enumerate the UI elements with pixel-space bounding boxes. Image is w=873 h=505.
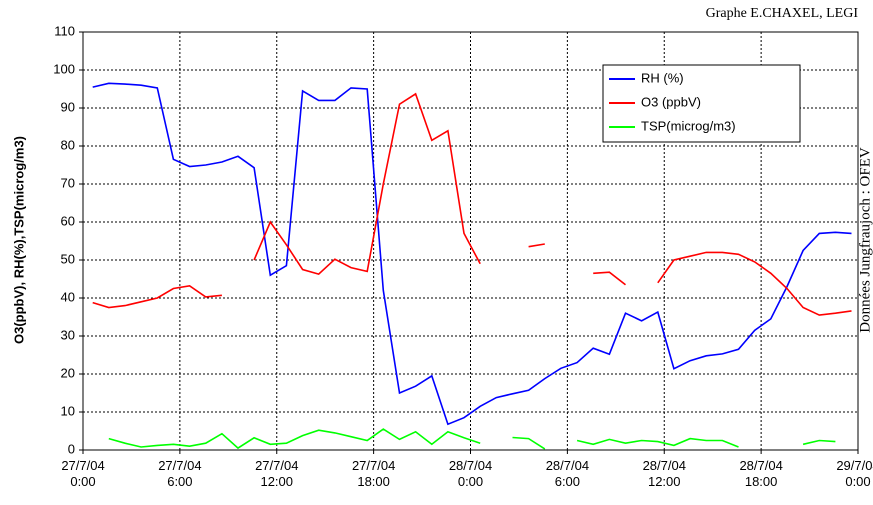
y-tick-label: 100 bbox=[53, 61, 75, 76]
series-line bbox=[92, 82, 852, 426]
y-tick-label: 80 bbox=[61, 137, 75, 152]
y-tick-label: 30 bbox=[61, 327, 75, 342]
x-tick-label: 27/7/04 0:00 bbox=[61, 458, 105, 489]
credit: Graphe E.CHAXEL, LEGI bbox=[706, 6, 859, 21]
x-tick-label: 27/7/04 12:00 bbox=[255, 458, 299, 489]
x-tick-label: 29/7/04 0:00 bbox=[836, 458, 873, 489]
y-tick-label: 40 bbox=[61, 289, 75, 304]
source: Données Jungfraujoch : OFEV bbox=[857, 147, 873, 333]
x-tick-label: 28/7/04 18:00 bbox=[739, 458, 783, 489]
series-line bbox=[92, 92, 852, 316]
y-tick-label: 70 bbox=[61, 175, 75, 190]
x-tick-label: 28/7/04 12:00 bbox=[642, 458, 686, 489]
y-axis-label: O3(ppbV), RH(%),TSP(microg/m3) bbox=[11, 136, 26, 344]
y-tick-label: 60 bbox=[61, 213, 75, 228]
plot-border bbox=[82, 31, 859, 451]
legend-label: TSP(microg/m3) bbox=[641, 118, 736, 133]
legend-box bbox=[602, 64, 801, 143]
y-tick-label: 10 bbox=[61, 403, 75, 418]
legend-label: RH (%) bbox=[641, 70, 684, 85]
y-tick-label: 50 bbox=[61, 251, 75, 266]
x-tick-label: 28/7/04 6:00 bbox=[545, 458, 590, 489]
x-tick-label: 27/7/04 6:00 bbox=[158, 458, 202, 489]
y-tick-label: 20 bbox=[61, 365, 75, 380]
x-tick-label: 28/7/04 0:00 bbox=[448, 458, 493, 489]
x-tick-label: 27/7/04 18:00 bbox=[351, 458, 396, 489]
y-tick-label: 90 bbox=[61, 99, 75, 114]
y-tick-label: 0 bbox=[68, 441, 75, 456]
y-tick-label: 110 bbox=[54, 23, 75, 38]
series-line bbox=[108, 428, 836, 450]
legend-label: O3 (ppbV) bbox=[641, 94, 701, 109]
